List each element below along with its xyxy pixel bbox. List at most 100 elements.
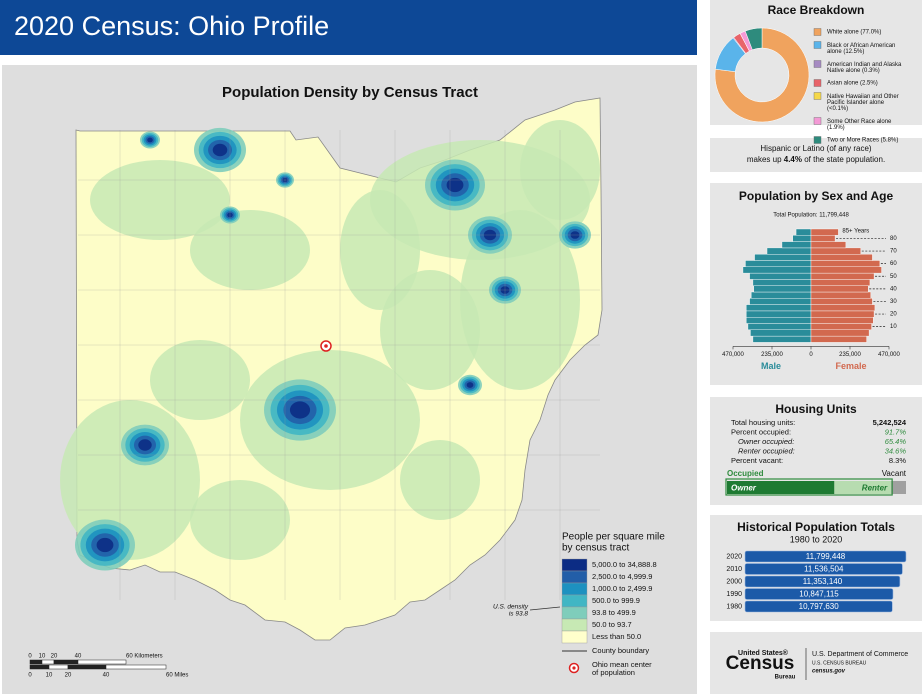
city-density — [212, 143, 228, 157]
legend-label: American Indian and Alaska Native alone … — [827, 62, 903, 74]
scale-label: 10 — [46, 673, 53, 679]
us-density-note: U.S. density — [493, 604, 529, 611]
scale-segment — [29, 664, 50, 670]
pyramid-bar — [746, 304, 812, 312]
pyramid-bar — [810, 298, 873, 305]
footer-dept: U.S. Department of Commerce — [812, 651, 908, 658]
logo-bottom: Bureau — [775, 675, 796, 681]
pyramid-bar — [810, 317, 874, 324]
pie-slice — [744, 27, 763, 51]
legend-label: Black or African American alone (12.5%) — [827, 43, 897, 55]
legend-label: Asian alone (2.5%) — [827, 81, 878, 87]
legend-swatch — [813, 28, 822, 36]
year-label: 2010 — [726, 566, 742, 573]
housing-label: Owner occupied: — [738, 437, 794, 446]
scale-segment — [53, 659, 79, 665]
scale-label: 0 — [28, 673, 32, 679]
pyramid-bar — [753, 285, 812, 293]
hispanic-line2: makes up 4.4% of the state population. — [747, 155, 885, 164]
scale-label: 60 Kilometers — [126, 654, 163, 660]
scale-label: 60 Miles — [166, 673, 188, 679]
legend-swatch — [813, 79, 822, 87]
pyramid-bar — [766, 247, 812, 255]
pyramid-bar — [747, 323, 812, 331]
pyramid-title: Population by Sex and Age — [739, 189, 894, 203]
scale-label: 20 — [65, 673, 72, 679]
legend-label: White alone (77.0%) — [827, 30, 881, 36]
history-value: 11,536,504 — [804, 565, 844, 574]
legend-swatch — [561, 606, 588, 620]
pyramid-bar — [742, 266, 812, 274]
scale-segment — [29, 659, 43, 665]
history-bar — [744, 588, 894, 600]
occupied-outline — [725, 478, 893, 496]
logo-top: United States® — [738, 649, 789, 657]
legend-label: 50.0 to 93.7 — [592, 620, 632, 629]
legend-swatch — [561, 630, 588, 644]
legend-label: Two or More Races (5.8%) — [827, 138, 898, 144]
city-density — [466, 382, 474, 388]
age-label: 80 — [890, 236, 897, 242]
renter-bar — [834, 481, 892, 494]
housing-value: 5,242,524 — [873, 418, 907, 427]
pyramid-bar — [810, 329, 870, 337]
race-title: Race Breakdown — [768, 3, 865, 17]
city-density — [96, 537, 114, 553]
legend-label: 5,000.0 to 34,888.8 — [592, 560, 657, 569]
legend-swatch — [813, 136, 822, 144]
housing-label: Percent vacant: — [731, 456, 783, 465]
low-density-area — [190, 210, 310, 290]
pyramid-bar — [781, 241, 812, 249]
pyramid-bar — [810, 241, 847, 249]
housing-label: Renter occupied: — [738, 446, 795, 455]
x-tick-label: 235,000 — [839, 352, 861, 358]
low-density-area — [150, 340, 250, 420]
mean-center-dot — [324, 344, 328, 348]
age-label: 50 — [890, 274, 897, 280]
us-density-note: is 93.8 — [509, 611, 529, 618]
pyramid-bar — [810, 228, 839, 236]
pyramid-bar — [792, 235, 812, 242]
pyramid-subtitle: Total Population: 11,799,448 — [773, 213, 849, 219]
legend-label: 2,500.0 to 4,999.9 — [592, 572, 652, 581]
age-label: 30 — [890, 299, 897, 305]
footer-site: census.gov — [812, 669, 846, 675]
history-value: 11,799,448 — [806, 552, 846, 561]
pyramid-bar — [810, 235, 836, 242]
owner-label: Owner — [731, 484, 757, 493]
pie-slice — [714, 27, 810, 123]
pyramid-bar — [795, 228, 812, 236]
age-label: 20 — [890, 312, 897, 318]
pyramid-bar — [810, 279, 871, 286]
pyramid-bar — [810, 291, 871, 299]
legend-swatch — [561, 558, 588, 572]
year-label: 2020 — [726, 553, 742, 560]
pyramid-bar — [745, 260, 812, 268]
occupied-label: Occupied — [727, 469, 764, 478]
history-bar — [744, 550, 907, 563]
footer-bureau: U.S. CENSUS BUREAU — [812, 660, 867, 666]
legend-swatch — [561, 582, 588, 596]
pyramid-bar — [749, 272, 812, 280]
legend-label: Less than 50.0 — [592, 632, 641, 641]
age-label: 85+ Years — [842, 229, 869, 235]
age-label: 60 — [890, 261, 897, 267]
age-label: 10 — [890, 324, 897, 330]
pyramid-bar — [810, 260, 881, 268]
hispanic-value: 4.4% — [784, 155, 802, 164]
hispanic-pre: makes up — [747, 155, 782, 164]
x-tick-label: 470,000 — [878, 352, 900, 358]
pyramid-bar — [746, 317, 812, 324]
scale-label: 40 — [103, 673, 110, 679]
year-label: 2000 — [726, 578, 742, 585]
legend-swatch — [561, 618, 588, 632]
legend-swatch — [561, 570, 588, 584]
hispanic-post: of the state population. — [804, 155, 885, 164]
housing-value: 34.6% — [885, 446, 907, 455]
age-label: 40 — [890, 286, 897, 292]
history-bar — [744, 563, 903, 575]
housing-title: Housing Units — [775, 402, 857, 416]
housing-label: Percent occupied: — [731, 427, 791, 436]
scale-label: 10 — [39, 654, 46, 660]
